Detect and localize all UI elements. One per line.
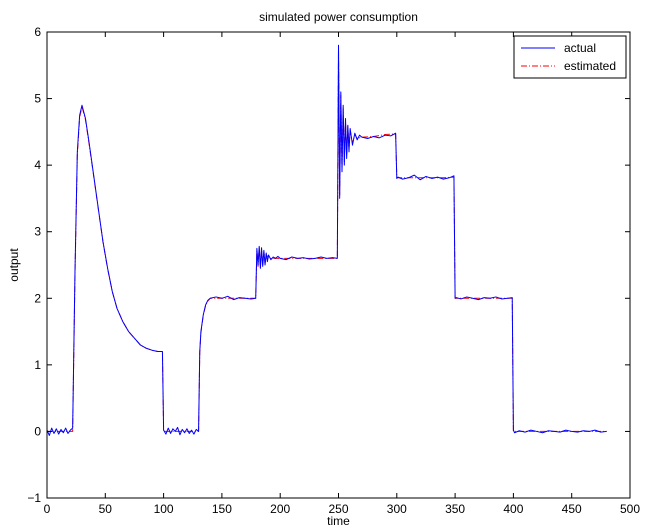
x-tick-label: 50 — [99, 502, 113, 516]
series-line-actual — [47, 44, 607, 436]
y-axis-label: output — [7, 248, 21, 282]
x-tick-label: 250 — [328, 502, 348, 516]
legend-box — [513, 35, 627, 79]
y-tick-label: 5 — [34, 92, 41, 106]
y-tick-label: 4 — [34, 158, 41, 172]
legend: actual estimated — [513, 35, 627, 79]
y-tick-label: −1 — [27, 491, 41, 505]
x-tick-label: 300 — [387, 502, 407, 516]
y-tick-label: 3 — [34, 225, 41, 239]
x-tick-label: 450 — [562, 502, 582, 516]
x-tick-label: 400 — [503, 502, 523, 516]
x-axis-label: time — [327, 514, 350, 528]
x-tick-label: 200 — [270, 502, 290, 516]
y-tick-label: 1 — [34, 358, 41, 372]
legend-label-estimated: estimated — [564, 59, 616, 73]
chart-title: simulated power consumption — [259, 10, 418, 24]
legend-label-actual: actual — [564, 41, 596, 55]
x-tick-label: 150 — [212, 502, 232, 516]
x-tick-label: 100 — [154, 502, 174, 516]
y-tick-label: 6 — [34, 25, 41, 39]
y-tick-label: 2 — [34, 291, 41, 305]
x-tick-label: 350 — [445, 502, 465, 516]
y-tick-label: 0 — [34, 424, 41, 438]
x-tick-label: 500 — [620, 502, 640, 516]
x-tick-label: 0 — [44, 502, 51, 516]
